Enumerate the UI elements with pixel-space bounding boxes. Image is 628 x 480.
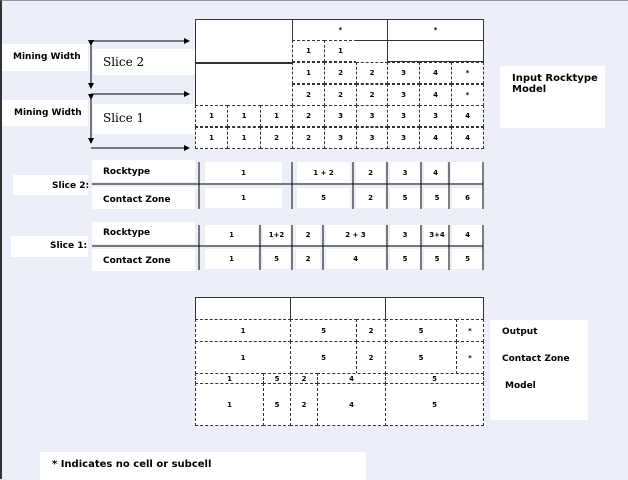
slice2-rocktype-cell — [451, 162, 483, 183]
input-title-box — [500, 66, 605, 128]
output-cell: 1 — [195, 383, 264, 426]
output-title-line-2: Contact Zone — [502, 354, 570, 364]
slice1-contact-zone-cell: 5 — [424, 249, 450, 269]
input-cell: 4 — [451, 127, 484, 149]
slice1-contact-zone-cell: 5 — [452, 249, 483, 269]
slice1-contact-label: Contact Zone — [103, 256, 171, 266]
input-cell — [387, 40, 484, 62]
output-cell: 5 — [290, 319, 357, 342]
slice2-box — [93, 49, 195, 75]
slice2-table-label-box — [13, 175, 88, 195]
slice1-rocktype-cell: 4 — [452, 225, 483, 245]
input-cell: 4 — [419, 127, 452, 149]
output-title-box — [490, 320, 588, 420]
slice1-contact-zone-cell: 5 — [263, 249, 290, 269]
slice2-rocktype-label: Rocktype — [103, 167, 151, 177]
slice2-rocktype-cell: 1 + 2 — [297, 162, 350, 183]
slice1-rocktype-cell: 3+4 — [424, 225, 450, 245]
slice1-contact-label-box — [92, 249, 195, 271]
output-cell: 4 — [317, 383, 386, 426]
input-cell: * — [451, 62, 484, 84]
input-model-title: Input Rocktype Model — [512, 73, 598, 95]
slice1-rocktype-cell: 3 — [390, 225, 420, 245]
mining-width-label-bottom: Mining Width — [14, 108, 82, 118]
slice2-table-label: Slice 2: — [52, 181, 90, 191]
slice1-table-label-box — [11, 236, 88, 257]
slice1-rocktype-label-box — [92, 222, 195, 244]
output-top-cell — [385, 297, 484, 320]
slice1-contact-zone-cell: 2 — [296, 249, 320, 269]
slice2-contact-zone-cell: 5 — [424, 188, 450, 208]
output-cell: 2 — [290, 383, 318, 426]
slice1-contact-zone-cell: 5 — [390, 249, 420, 269]
slice1-rocktype-cell: 1 — [205, 225, 258, 245]
slice1-table-label: Slice 1: — [50, 241, 88, 251]
slice1-box — [93, 104, 195, 134]
output-cell: 2 — [356, 341, 386, 374]
output-cell: 5 — [385, 341, 457, 374]
slice1-rocktype-cell: 2 + 3 — [326, 225, 385, 245]
output-cell: 2 — [356, 319, 386, 342]
slice1-label: Slice 1 — [103, 111, 145, 125]
output-cell: 1 — [195, 319, 291, 342]
slice2-rocktype-cell: 1 — [205, 162, 282, 183]
output-title-line-3: Model — [505, 381, 536, 391]
slice2-contact-zone-cell: 1 — [205, 188, 282, 208]
slice2-rocktype-cell: 2 — [356, 162, 385, 183]
mining-width-box-bottom — [2, 100, 88, 126]
output-title-line-1: Output — [502, 327, 538, 337]
input-cell: 4 — [451, 105, 484, 127]
output-cell: 5 — [385, 319, 457, 342]
slice2-contact-label: Contact Zone — [103, 195, 171, 205]
output-cell: 5 — [385, 383, 484, 426]
output-top-cell — [195, 297, 291, 320]
output-cell: 1 — [195, 341, 291, 374]
slice2-label: Slice 2 — [103, 55, 145, 69]
slice2-contact-zone-cell: 2 — [356, 188, 385, 208]
footnote-box — [40, 452, 366, 480]
slice2-contact-zone-cell: 6 — [452, 188, 483, 208]
slice1-rocktype-cell: 2 — [296, 225, 320, 245]
slice1-contact-zone-cell: 1 — [205, 249, 258, 269]
output-cell: * — [456, 319, 484, 342]
footnote: * Indicates no cell or subcell — [52, 459, 212, 470]
output-cell: 5 — [263, 383, 291, 426]
input-cell: 2 — [324, 62, 357, 84]
slice2-contact-zone-cell: 5 — [297, 188, 350, 208]
mining-width-label-top: Mining Width — [13, 52, 81, 62]
slice1-rocktype-cell: 1+2 — [263, 225, 290, 245]
slice1-rocktype-label: Rocktype — [103, 228, 151, 238]
output-cell: 5 — [290, 341, 357, 374]
output-cell: * — [456, 341, 484, 374]
output-top-cell — [290, 297, 386, 320]
input-cell: 3 — [387, 127, 420, 149]
slice2-rocktype-cell: 3 — [390, 162, 420, 183]
slice2-contact-zone-cell: 5 — [390, 188, 420, 208]
slice2-rocktype-label-box — [92, 160, 195, 182]
slice2-contact-label-box — [92, 187, 195, 209]
slice2-rocktype-cell: 4 — [424, 162, 447, 183]
input-cell — [356, 40, 388, 62]
mining-width-box-top — [2, 44, 88, 71]
slice1-contact-zone-cell: 4 — [326, 249, 385, 269]
